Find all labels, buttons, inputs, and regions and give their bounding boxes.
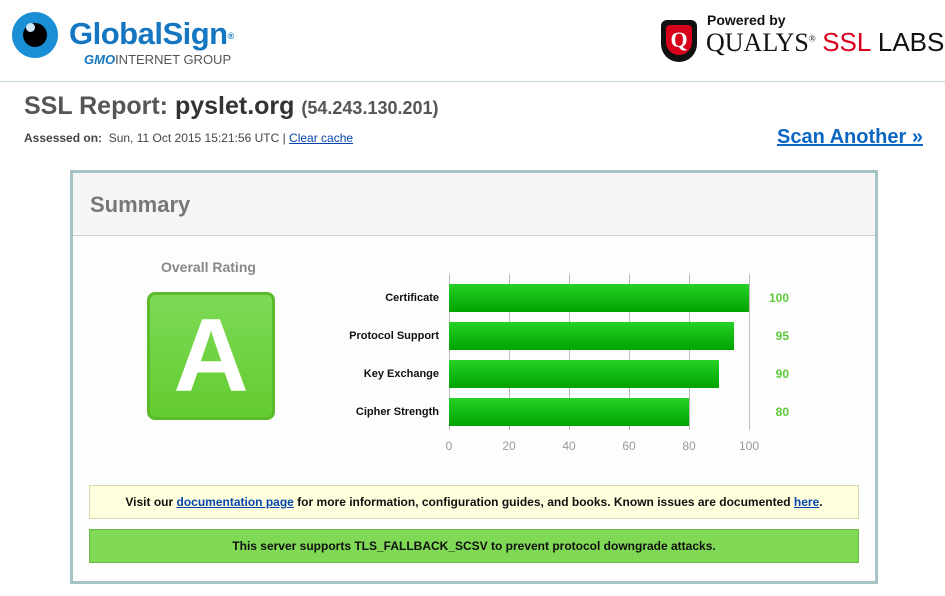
gridline xyxy=(629,274,630,430)
bar-value-label: 100 xyxy=(768,291,789,305)
gridline xyxy=(509,274,510,430)
grade-badge: A xyxy=(147,292,275,420)
gridline xyxy=(449,274,450,430)
bar-value-label: 95 xyxy=(775,329,789,343)
bar xyxy=(449,284,749,312)
bar xyxy=(449,322,734,350)
globalsign-logo[interactable]: GlobalSign® GMOINTERNET GROUP xyxy=(12,10,252,68)
gridline xyxy=(749,274,750,430)
summary-panel: Summary Overall Rating A 0 20 40 60 80 100 Cer… xyxy=(70,170,878,584)
summary-title: Summary xyxy=(90,192,191,217)
bar xyxy=(449,398,689,426)
x-tick-label: 60 xyxy=(622,439,636,453)
qualys-shield-icon: Q xyxy=(661,20,697,62)
scan-another-link[interactable]: Scan Another » xyxy=(777,126,923,148)
gridline xyxy=(569,274,570,430)
bar-label: Certificate xyxy=(385,292,439,304)
bar-label: Protocol Support xyxy=(349,330,439,342)
page-title: SSL Report: pyslet.org (54.243.130.201) xyxy=(24,92,439,120)
x-tick-label: 0 xyxy=(445,439,453,453)
clear-cache-link[interactable]: Clear cache xyxy=(289,131,354,145)
bar xyxy=(449,360,719,388)
documentation-link[interactable]: documentation page xyxy=(176,495,294,509)
qualys-ssl-labs-logo[interactable]: Q Powered by QUALYS® SSL LABS xyxy=(661,12,944,64)
x-tick-label: 80 xyxy=(682,439,696,453)
assessed-on: Assessed on: Sun, 11 Oct 2015 15:21:56 U… xyxy=(24,131,354,145)
bar-value-label: 90 xyxy=(775,367,789,381)
score-chart: 0 20 40 60 80 100 Certificate 100 Protocol Suppo… xyxy=(73,173,875,473)
x-tick-label: 100 xyxy=(738,439,760,453)
bar-value-label: 80 xyxy=(775,405,789,419)
bar-label: Key Exchange xyxy=(363,368,439,380)
x-tick-label: 20 xyxy=(502,439,516,453)
overall-rating-label: Overall Rating xyxy=(161,259,256,275)
summary-header: Summary xyxy=(73,173,875,236)
known-issues-link[interactable]: here xyxy=(793,495,820,509)
globalsign-eye-icon xyxy=(12,12,58,58)
documentation-notice: Visit our documentation page for more in… xyxy=(89,485,859,519)
bar-label: Cipher Strength xyxy=(355,406,439,418)
x-tick-label: 40 xyxy=(562,439,576,453)
gridline xyxy=(689,274,690,430)
tls-fallback-notice: This server supports TLS_FALLBACK_SCSV t… xyxy=(89,529,859,563)
header-divider xyxy=(0,81,945,82)
